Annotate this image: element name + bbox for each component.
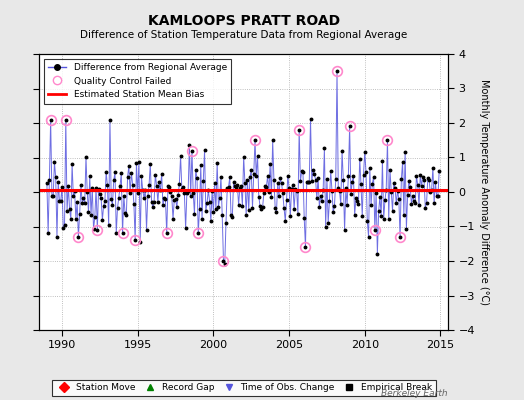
Text: Difference of Station Temperature Data from Regional Average: Difference of Station Temperature Data f… xyxy=(80,30,407,40)
Text: KAMLOOPS PRATT ROAD: KAMLOOPS PRATT ROAD xyxy=(148,14,340,28)
Legend: Station Move, Record Gap, Time of Obs. Change, Empirical Break: Station Move, Record Gap, Time of Obs. C… xyxy=(52,380,435,396)
Text: Berkeley Earth: Berkeley Earth xyxy=(381,389,448,398)
Y-axis label: Monthly Temperature Anomaly Difference (°C): Monthly Temperature Anomaly Difference (… xyxy=(479,79,489,305)
